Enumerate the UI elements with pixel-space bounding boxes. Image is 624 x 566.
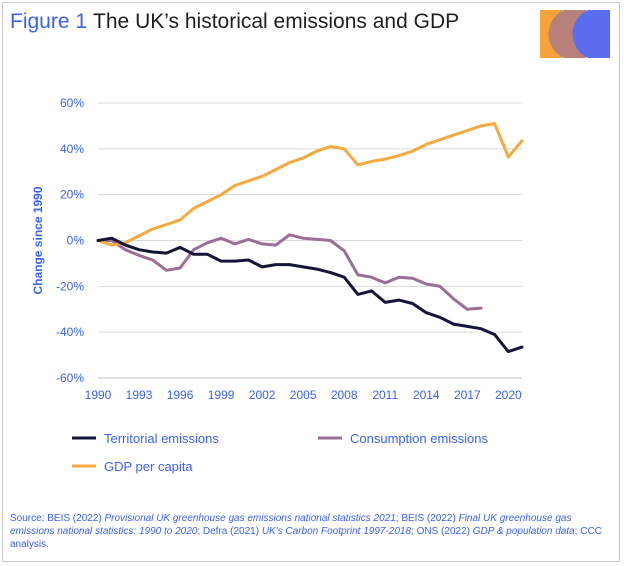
y-axis-label: Change since 1990: [31, 186, 45, 294]
series-line-gdp-per-capita: [96, 122, 524, 247]
y-tick-label: 0%: [67, 234, 85, 248]
source-ref-2: Final UK greenhouse gas emissions nation…: [10, 513, 572, 537]
x-tick-label: 1999: [208, 388, 235, 402]
y-tick-label: 20%: [60, 188, 84, 202]
ccc-logo: [540, 10, 610, 58]
x-tick-label: 2020: [495, 388, 522, 402]
x-tick-label: 1996: [167, 388, 194, 402]
x-tick-label: 2008: [331, 388, 358, 402]
x-tick-label: 2014: [413, 388, 440, 402]
y-tick-label: -60%: [56, 371, 84, 385]
source-sep-2: ; Defra (2021): [197, 526, 262, 537]
source-ref-4: GDP & population data: [472, 526, 575, 537]
x-tick-label: 2017: [454, 388, 481, 402]
series-line-territorial-emissions: [96, 236, 524, 354]
source-suffix: ; CCC analysis.: [10, 526, 602, 550]
logo-c-blue: [572, 10, 610, 58]
figure-label: Figure 1: [10, 10, 88, 33]
x-tick-label: 2011: [372, 388, 398, 402]
series-line-consumption-emissions: [96, 233, 483, 311]
y-tick-label: -20%: [56, 279, 84, 293]
figure-frame: [2, 2, 620, 562]
x-tick-label: 2002: [249, 388, 276, 402]
source-note: Source: BEIS (2022) Provisional UK green…: [10, 512, 608, 551]
source-prefix: Source: BEIS (2022): [10, 513, 105, 524]
source-ref-1: Provisional UK greenhouse gas emissions …: [104, 513, 396, 524]
legend-label: Territorial emissions: [104, 431, 219, 446]
title-text: The UK’s historical emissions and GDP: [93, 10, 460, 33]
source-ref-3: UK's Carbon Footprint 1997-2018: [261, 526, 412, 537]
y-tick-label: 40%: [60, 142, 84, 156]
legend-label: GDP per capita: [104, 459, 193, 474]
source-sep-3: ; ONS (2022): [411, 526, 473, 537]
y-tick-label: -40%: [56, 325, 84, 339]
chart-title: Figure 1 The UK’s historical emissions an…: [10, 10, 459, 34]
x-tick-label: 2005: [290, 388, 317, 402]
line-chart: 60% 40% 20% 0% -20% -40% -60%1990 1993 1996 1999 2…: [31, 96, 524, 474]
source-sep-1: ; BEIS (2022): [395, 513, 459, 524]
y-tick-label: 60%: [60, 96, 84, 110]
x-tick-label: 1993: [126, 388, 153, 402]
legend-label: Consumption emissions: [350, 431, 489, 446]
x-tick-label: 1990: [85, 388, 112, 402]
